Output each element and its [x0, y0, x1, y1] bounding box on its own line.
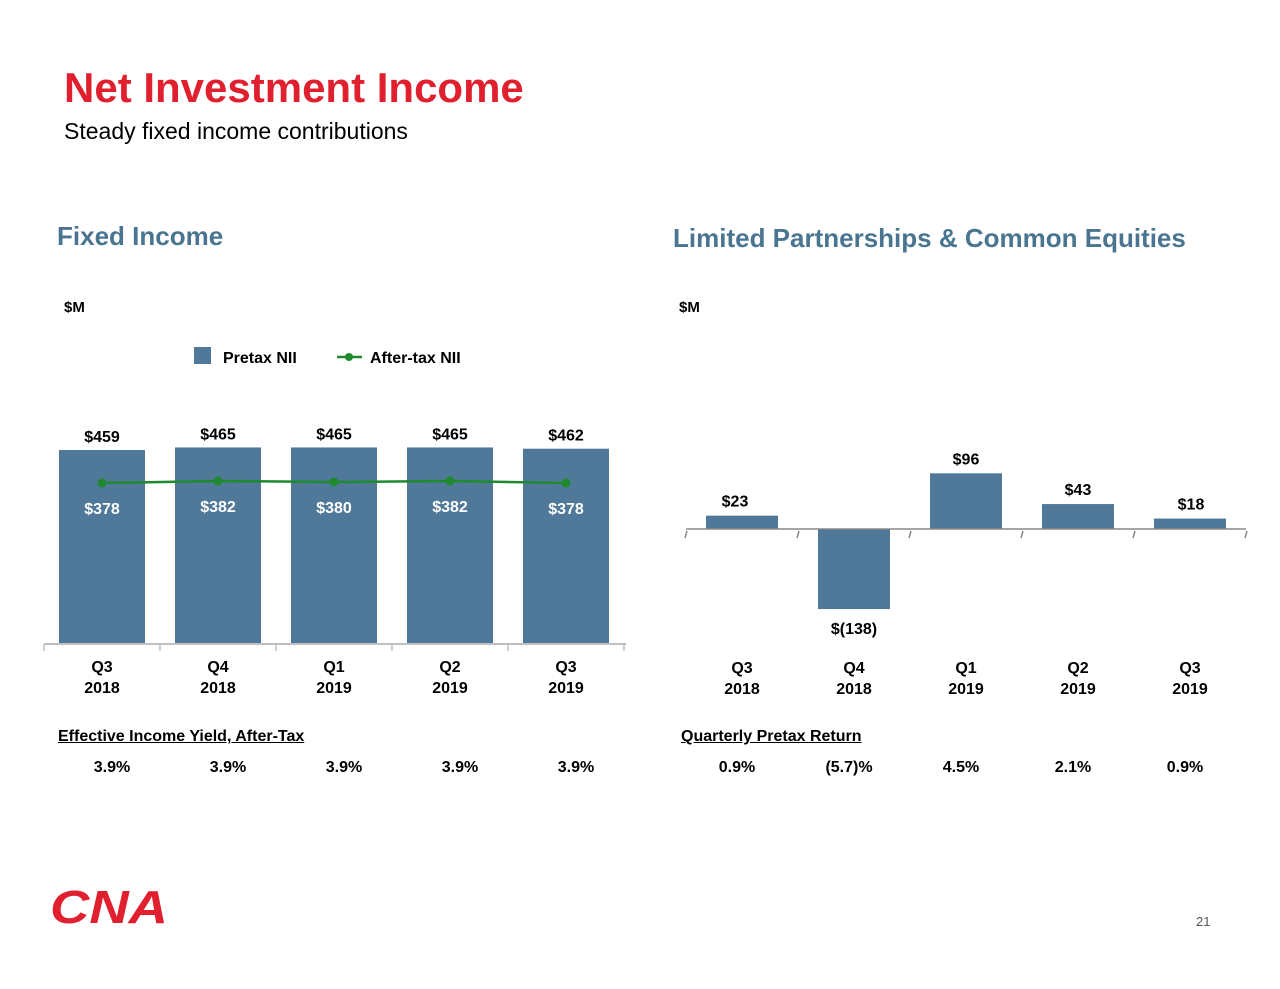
- lp-axis-tick: [908, 530, 912, 539]
- x-tick-label: 2018: [200, 680, 236, 697]
- lp-metric-label: Quarterly Pretax Return: [681, 728, 862, 745]
- fixed-income-chart: Pretax NII After-tax NII $459 $465 $465 $465 $…: [43, 347, 626, 697]
- yield-value: 3.9%: [325, 759, 363, 776]
- aftertax-point: [329, 477, 339, 487]
- fixed-income-unit: $M: [64, 299, 85, 316]
- legend-swatch-pretax: [194, 347, 211, 364]
- legend-label-pretax: Pretax NII: [223, 350, 297, 367]
- lp-axis-tick: [1132, 530, 1136, 539]
- yield-value: 3.9%: [209, 759, 247, 776]
- page-subtitle: Steady fixed income contributions: [64, 118, 408, 144]
- aftertax-data-label: $380: [316, 500, 352, 517]
- lp-x-tick-label: Q3: [1179, 660, 1200, 677]
- pretax-data-label: $465: [316, 426, 352, 443]
- pretax-data-label: $465: [432, 426, 468, 443]
- lp-x-tick-label: 2019: [1060, 681, 1096, 698]
- lp-x-tick-label: 2019: [1172, 681, 1208, 698]
- fixed-income-title: Fixed Income: [57, 221, 224, 251]
- lp-axis-tick: [1244, 530, 1248, 539]
- aftertax-point: [445, 476, 455, 486]
- legend-marker-aftertax: [345, 353, 353, 361]
- x-tick-label: 2018: [84, 680, 120, 697]
- x-tick-label: 2019: [316, 680, 352, 697]
- lp-data-label: $18: [1178, 497, 1205, 514]
- lp-bar: [1042, 504, 1114, 529]
- yield-value: 3.9%: [557, 759, 595, 776]
- lp-x-tick-label: Q3: [731, 660, 752, 677]
- yield-value: 3.9%: [441, 759, 479, 776]
- aftertax-data-label: $382: [432, 499, 468, 516]
- lp-equities-chart: $23 $(138) $96 $43 $18 Q3 2018 Q4 2018 Q1 2019 Q2 20…: [684, 451, 1248, 698]
- lp-x-tick-label: Q2: [1067, 660, 1088, 677]
- return-value: 4.5%: [942, 759, 980, 776]
- aftertax-point: [97, 478, 107, 488]
- pretax-data-label: $465: [200, 426, 236, 443]
- pretax-data-label: $459: [84, 429, 120, 446]
- lp-data-label: $(138): [831, 621, 877, 638]
- lp-bar: [1154, 518, 1226, 529]
- x-tick-label: Q1: [323, 659, 344, 676]
- lp-bar: [930, 473, 1002, 529]
- lp-axis-tick: [796, 530, 800, 539]
- logo-text: CNA: [50, 883, 168, 927]
- lp-bar: [818, 529, 890, 610]
- lp-equities-title: Limited Partnerships & Common Equities: [673, 223, 1186, 253]
- x-tick-label: 2019: [548, 680, 584, 697]
- lp-x-tick-label: 2018: [724, 681, 760, 698]
- lp-axis-tick: [1020, 530, 1024, 539]
- pretax-data-label: $462: [548, 428, 584, 445]
- page-title: Net Investment Income: [64, 64, 524, 111]
- x-tick-label: Q4: [207, 659, 228, 676]
- page-number: 21: [1196, 914, 1211, 929]
- aftertax-data-label: $378: [84, 501, 120, 518]
- lp-data-label: $23: [722, 494, 749, 511]
- lp-x-tick-label: Q4: [843, 660, 864, 677]
- lp-x-tick-label: 2018: [836, 681, 872, 698]
- return-value: 0.9%: [718, 759, 756, 776]
- legend-label-aftertax: After-tax NII: [370, 350, 461, 367]
- lp-x-tick-label: Q1: [955, 660, 976, 677]
- x-tick-label: Q3: [91, 659, 112, 676]
- return-value: 2.1%: [1054, 759, 1092, 776]
- lp-x-tick-label: 2019: [948, 681, 984, 698]
- lp-equities-unit: $M: [679, 299, 700, 316]
- yield-value: 3.9%: [93, 759, 131, 776]
- aftertax-point: [213, 476, 223, 486]
- lp-data-label: $96: [953, 451, 980, 468]
- lp-data-label: $43: [1065, 482, 1092, 499]
- aftertax-data-label: $378: [548, 501, 584, 518]
- x-tick-label: Q2: [439, 659, 460, 676]
- x-tick-label: Q3: [555, 659, 576, 676]
- cna-logo: CNA: [50, 883, 168, 927]
- x-tick-label: 2019: [432, 680, 468, 697]
- return-value: (5.7)%: [825, 759, 873, 776]
- lp-axis-tick: [684, 530, 688, 539]
- aftertax-data-label: $382: [200, 499, 236, 516]
- aftertax-point: [561, 478, 571, 488]
- fixed-income-metric-label: Effective Income Yield, After-Tax: [58, 728, 305, 745]
- lp-bar: [706, 515, 778, 529]
- return-value: 0.9%: [1166, 759, 1204, 776]
